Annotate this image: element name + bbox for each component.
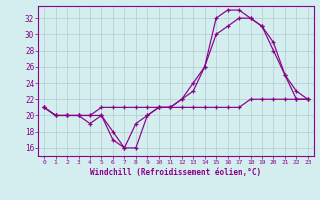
X-axis label: Windchill (Refroidissement éolien,°C): Windchill (Refroidissement éolien,°C) — [91, 168, 261, 177]
